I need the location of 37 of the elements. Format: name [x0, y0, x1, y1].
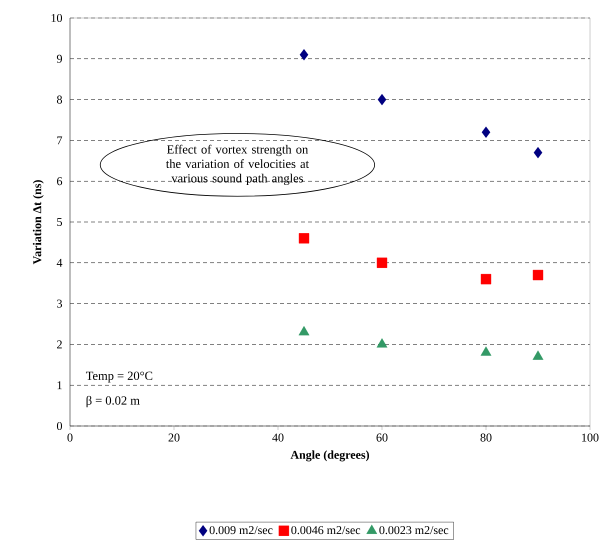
point: [378, 94, 386, 106]
y-tick-label: 9: [56, 54, 62, 63]
y-tick-label: 5: [57, 218, 62, 226]
x-tick-label: 80: [480, 434, 492, 442]
y-tick-label: 6: [57, 177, 62, 186]
y-tick-label: 1: [58, 381, 62, 390]
y-tick-label: 0: [56, 422, 62, 430]
point: [376, 338, 388, 348]
y-tick-label: 10: [52, 14, 62, 22]
point: [532, 350, 544, 360]
y-axis-title: Variation Δt (ns): [32, 180, 44, 264]
y-tick-label: 4: [56, 258, 62, 267]
point: [534, 146, 542, 158]
x-tick-label: 40: [272, 434, 284, 442]
x-tick-label: 0: [67, 434, 73, 442]
point: [298, 326, 310, 336]
point: [300, 49, 308, 60]
point: [480, 346, 492, 356]
y-tick-label: 8: [56, 96, 62, 104]
legend-label: 0.0023 m2/sec: [379, 526, 448, 534]
x-tick-label: 60: [376, 434, 388, 442]
legend-label: 0.009 m2/sec: [210, 526, 273, 534]
point: [532, 270, 544, 280]
annotation: Effect of vortex strength on the variation of velocities at various sound path angles: [166, 144, 309, 186]
point: [480, 274, 492, 284]
y-tick-label: 2: [57, 340, 62, 348]
x-axis-title: Angle (degrees): [290, 450, 370, 462]
y-tick-label: 3: [57, 300, 62, 308]
legend-label: 0.0046 m2/sec: [291, 526, 360, 534]
point: [376, 258, 388, 268]
point: [482, 126, 490, 138]
annotation: Temp = 20°C: [86, 372, 152, 383]
point: [298, 233, 310, 244]
x-tick-label: 20: [168, 434, 180, 442]
annotation: β = 0.02 m: [86, 396, 140, 408]
x-tick-label: 100: [582, 434, 599, 442]
y-tick-label: 7: [57, 136, 62, 144]
